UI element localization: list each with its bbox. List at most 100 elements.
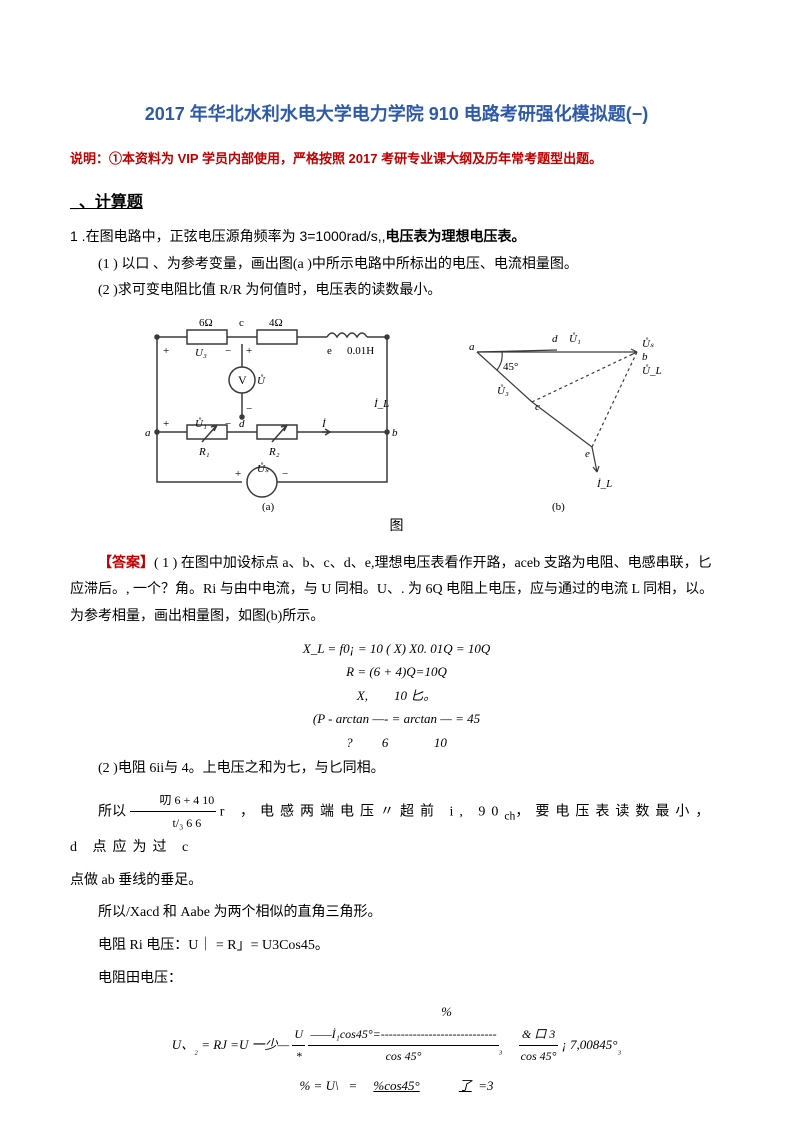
q1-stem-suffix: 电压表为理想电压表。: [385, 228, 525, 244]
fc1b: = RJ =U: [201, 1037, 248, 1052]
fc1c: 一少—: [252, 1037, 290, 1052]
fc1-star: *: [292, 1046, 305, 1068]
svg-text:45°: 45°: [503, 361, 518, 373]
svg-text:6Ω: 6Ω: [199, 317, 213, 329]
fc1-frac2: ——İ₁cos45°=-----------------------------…: [308, 1024, 498, 1068]
answer-p1-text: ( 1 ) 在图中加设标点 a、b、c、d、e,理想电压表看作开路，aceb 支…: [70, 556, 713, 624]
fc1-e: & 口 3: [519, 1024, 559, 1047]
fc2d: 了: [459, 1078, 472, 1093]
fc1-f: cos 45°: [519, 1046, 559, 1068]
page-title: 2017 年华北水利水电大学电力学院 910 电路考研强化模拟题(−): [70, 100, 723, 129]
svg-text:+: +: [163, 418, 169, 430]
svg-text:−: −: [246, 403, 252, 415]
svg-text:+: +: [163, 345, 169, 357]
fc1-U: U: [292, 1024, 305, 1047]
formula-complex-1: % U、₂ = RJ =U 一少— U * ——İ₁cos45°=-------…: [70, 1000, 723, 1097]
fc-line2: % = U\ = %cos45° 了 =3: [70, 1074, 723, 1097]
f3a: X,: [357, 688, 368, 703]
svg-text:V: V: [238, 373, 247, 387]
fc1a: U、: [172, 1037, 194, 1052]
section-heading: _、计算题: [70, 190, 723, 216]
answer-p6: 电阻 Ri 电压：U｜ = R」= U3Cos45。: [70, 933, 723, 960]
formula-5: ? 6 10: [70, 733, 723, 753]
fc1-frac3: & 口 3 cos 45°: [519, 1024, 559, 1068]
answer-p5: 所以/Xacd 和 Aabe 为两个相似的直角三角形。: [70, 900, 723, 927]
figure-caption: 图: [70, 516, 723, 538]
q1-sub1: (1 ) 以口 、为参考变量，画出图(a )中所示电路中所标出的电压、电流相量图…: [70, 254, 723, 276]
figure-row: 6Ω c 4Ω e 0.01H + U₃ − + V Ů − + Ů₁ − d …: [70, 312, 723, 512]
fc1-fden: cos 45°: [308, 1046, 498, 1068]
svg-text:−: −: [225, 345, 231, 357]
answer-p7: 电阻田电压：: [70, 966, 723, 993]
note-text: 说明：①本资料为 VIP 学员内部使用，严格按照 2017 考研专业课大纲及历年…: [70, 149, 723, 170]
svg-text:R₂: R₂: [268, 446, 280, 458]
svg-text:Ů₃: Ů₃: [497, 384, 509, 397]
p3-den: t/₃ 6 6: [130, 812, 217, 835]
svg-text:İ_L: İ_L: [373, 398, 389, 410]
fc1-s3b: ₃: [617, 1043, 621, 1055]
circuit-diagram-a: 6Ω c 4Ω e 0.01H + U₃ − + V Ů − + Ů₁ − d …: [127, 312, 427, 512]
formula-2: R = (6 + 4)Q=10Q: [70, 662, 723, 682]
svg-text:e: e: [327, 345, 332, 357]
svg-text:Ůₛ: Ůₛ: [257, 462, 269, 475]
svg-text:(b): (b): [552, 501, 565, 512]
svg-text:c: c: [535, 401, 540, 413]
fc-line1: U、₂ = RJ =U 一少— U * ——İ₁cos45°=---------…: [70, 1024, 723, 1068]
fc1-frac1: U *: [292, 1024, 305, 1068]
svg-text:+: +: [235, 468, 241, 480]
answer-p3: 所以 叨 6 + 4 10 t/₃ 6 6 r ，电感两端电压〃超前 i, 90…: [70, 789, 723, 862]
fc1g: ¡ 7,00845°: [562, 1037, 618, 1052]
svg-text:İ: İ: [321, 418, 327, 430]
answer-p2: (2 )电阻 6ii与 4。上电压之和为七，与匕同相。: [70, 756, 723, 783]
svg-text:İ_L: İ_L: [596, 478, 612, 490]
q1-omega: 3=1000rad/s,,: [299, 228, 385, 244]
svg-text:b: b: [642, 351, 648, 363]
fc-percent: %: [70, 1000, 723, 1023]
formula-4: (P - arctan —- = arctan — = 45: [70, 709, 723, 729]
f5a: ?: [346, 735, 353, 750]
svg-text:c: c: [239, 317, 244, 329]
answer-p1: 【答案】( 1 ) 在图中加设标点 a、b、c、d、e,理想电压表看作开路，ac…: [70, 549, 723, 631]
svg-text:Ů_L: Ů_L: [642, 364, 662, 377]
fc1-fnum: ——İ₁cos45°=-----------------------------: [308, 1024, 498, 1047]
svg-text:U₃: U₃: [195, 347, 207, 359]
svg-text:Ů₁: Ů₁: [195, 417, 207, 430]
fc2b: =: [348, 1078, 357, 1093]
answer-label: 【答案】: [98, 554, 154, 570]
svg-text:d: d: [239, 418, 245, 430]
svg-text:Ů₁: Ů₁: [569, 332, 581, 345]
svg-text:d: d: [552, 333, 558, 345]
svg-text:4Ω: 4Ω: [269, 317, 283, 329]
q1-stem: 1 .在图电路中，正弦电压源角频率为 3=1000rad/s,,电压表为理想电压…: [70, 225, 723, 247]
svg-text:a: a: [469, 341, 475, 353]
phasor-diagram-b: a d Ů₁ Ůₛ b Ů_L 45° Ů₃ c e İ_L (b): [457, 312, 667, 512]
fc2a: % = U\: [299, 1078, 338, 1093]
f3b: 10 匕。: [394, 688, 436, 703]
fc2e: =3: [478, 1078, 493, 1093]
q1-stem-prefix: 1 .在图电路中，正弦电压源角频率为: [70, 228, 299, 244]
svg-text:e: e: [585, 448, 590, 460]
svg-text:−: −: [225, 418, 231, 430]
p3-sub: ch: [504, 809, 515, 822]
svg-text:R₁: R₁: [198, 446, 210, 458]
f5c: 10: [434, 735, 447, 750]
p3-num: 叨 6 + 4 10: [130, 789, 217, 813]
formula-3: X, 10 匕。: [70, 686, 723, 706]
fc2c: %cos45°: [373, 1078, 419, 1093]
answer-p4: 点做 ab 垂线的垂足。: [70, 868, 723, 895]
p3-mid: r ，电感两端电压〃超前 i, 90: [220, 804, 505, 819]
p3-pre: 所以: [98, 804, 126, 819]
fc1-s3a: ₃: [499, 1043, 503, 1055]
f5b: 6: [382, 735, 389, 750]
svg-text:Ů: Ů: [257, 374, 266, 387]
svg-text:(a): (a): [262, 501, 275, 512]
svg-text:+: +: [246, 345, 252, 357]
svg-text:0.01H: 0.01H: [347, 345, 374, 357]
svg-text:a: a: [145, 427, 151, 439]
p3-frac: 叨 6 + 4 10 t/₃ 6 6: [130, 789, 217, 836]
svg-text:−: −: [282, 468, 288, 480]
formula-1: X_L = f0¡ = 10 ( X) X0. 01Q = 10Q: [70, 639, 723, 659]
svg-text:Ůₛ: Ůₛ: [642, 337, 654, 350]
q1-sub2: (2 )求可变电阻比值 R/R 为何值时，电压表的读数最小。: [70, 280, 723, 302]
svg-text:b: b: [392, 427, 398, 439]
